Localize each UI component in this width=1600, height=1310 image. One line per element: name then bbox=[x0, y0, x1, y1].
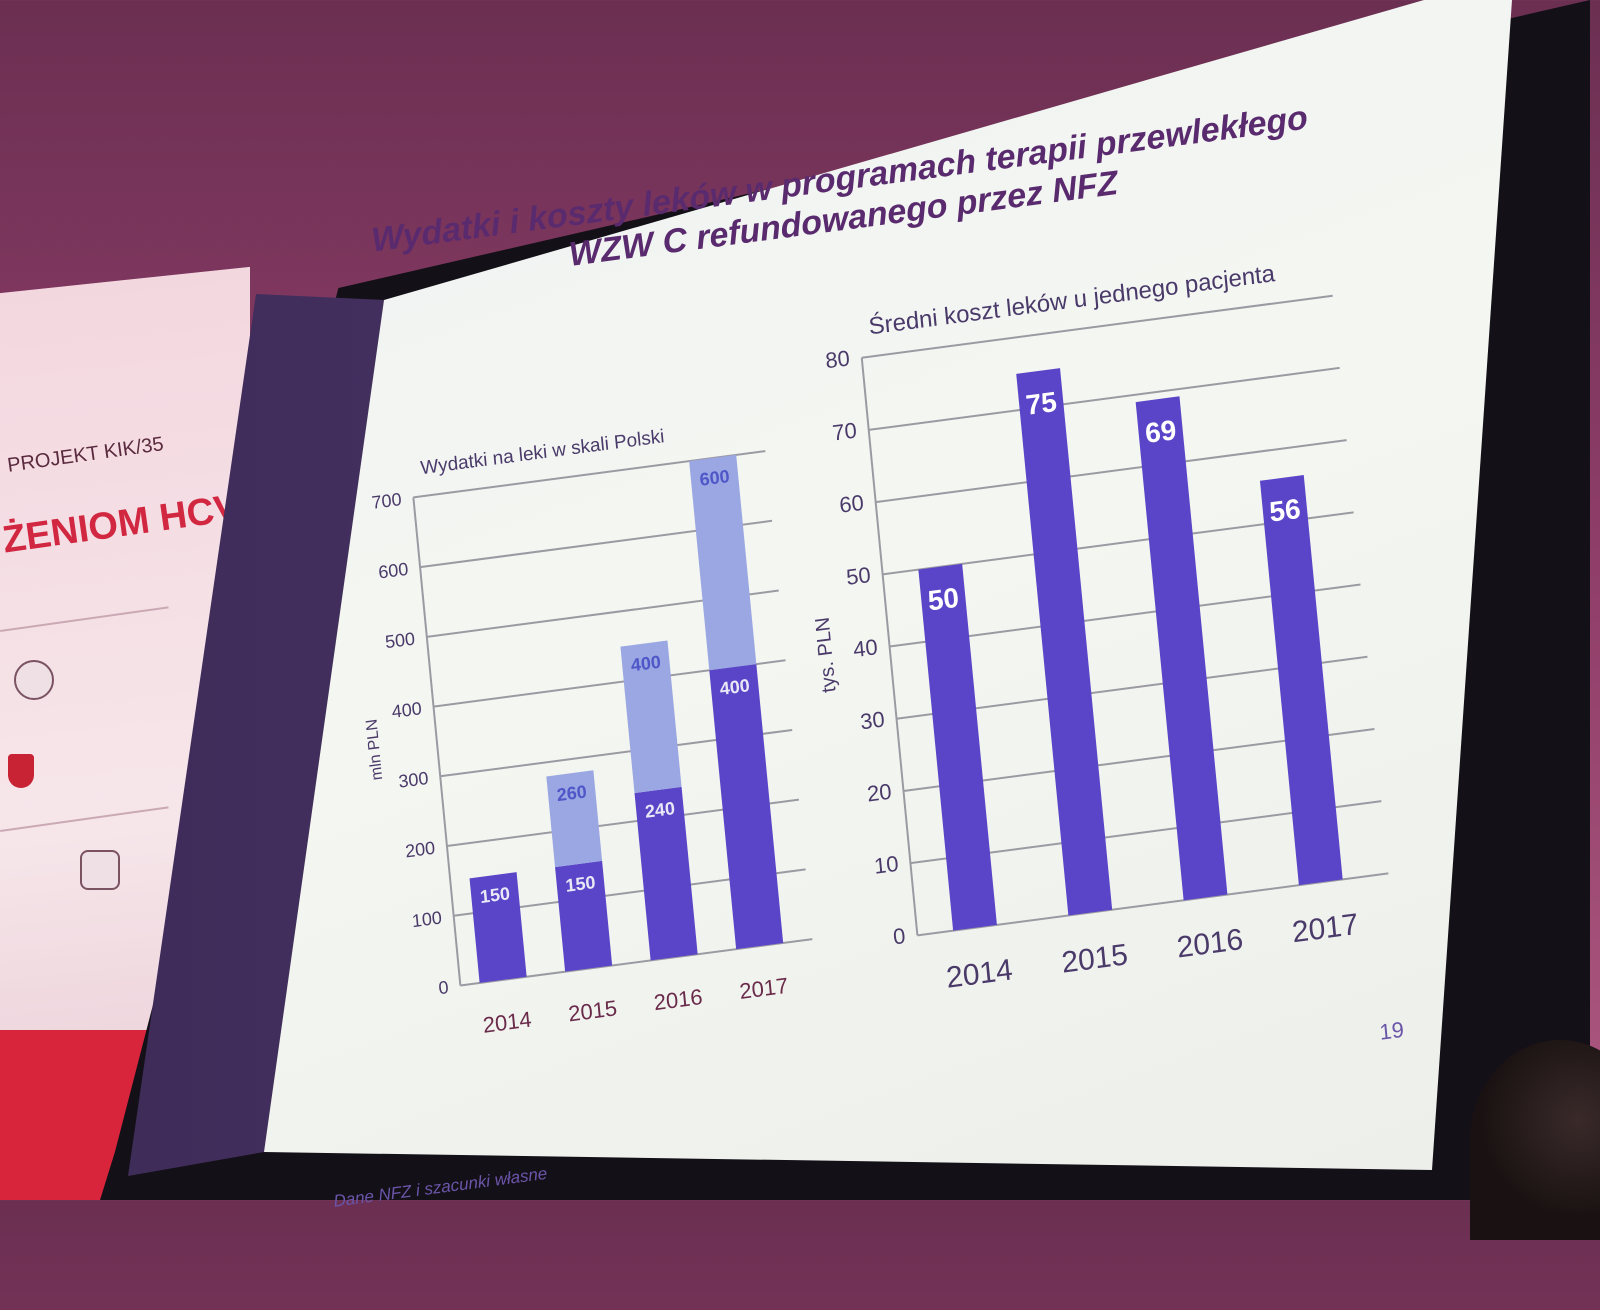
y-axis-line bbox=[860, 357, 919, 936]
bar-segment bbox=[634, 786, 698, 961]
x-category-label: 2015 bbox=[1060, 938, 1129, 980]
y-tick-label: 10 bbox=[873, 851, 900, 879]
y-tick-label: 200 bbox=[404, 838, 436, 862]
bar-data-label: 75 bbox=[1024, 386, 1058, 421]
y-tick-label: 30 bbox=[859, 706, 886, 734]
bar-segment bbox=[689, 454, 757, 671]
y-tick-label: 0 bbox=[892, 923, 907, 949]
bar bbox=[918, 563, 997, 931]
bar-segment bbox=[709, 664, 784, 950]
y-axis-label: tys. PLN bbox=[812, 616, 841, 694]
chart-spending-poland: Wydatki na leki w skali Polski 0 100 200 300… bbox=[364, 426, 813, 1038]
y-axis-label: mln PLN bbox=[364, 718, 387, 781]
y-axis-line bbox=[412, 497, 462, 986]
gridline bbox=[875, 439, 1347, 504]
bar-data-label: 600 bbox=[699, 466, 731, 490]
bar bbox=[1259, 475, 1343, 886]
bar-data-label: 150 bbox=[565, 872, 597, 896]
y-tick-label: 80 bbox=[824, 345, 851, 373]
bar-data-label: 56 bbox=[1268, 493, 1302, 528]
y-tick-label: 400 bbox=[391, 698, 423, 722]
y-tick-label: 100 bbox=[411, 907, 443, 931]
y-tick-label: 40 bbox=[852, 634, 879, 662]
gridline bbox=[868, 366, 1340, 431]
bar-segment bbox=[555, 860, 613, 972]
bar-segment bbox=[620, 640, 682, 794]
x-category-label: 2016 bbox=[1175, 923, 1244, 965]
x-category-label: 2014 bbox=[482, 1007, 533, 1038]
x-category-label: 2016 bbox=[653, 984, 704, 1015]
chart-average-cost-per-patient: Średni koszt leków u jednego pacjenta 0 10… bbox=[812, 259, 1389, 995]
bar bbox=[1135, 396, 1228, 901]
bar-data-label: 240 bbox=[644, 798, 676, 822]
x-category-label: 2017 bbox=[1291, 908, 1360, 950]
y-tick-label: 500 bbox=[384, 628, 416, 652]
bar-data-label: 50 bbox=[926, 582, 960, 617]
y-tick-label: 600 bbox=[377, 559, 409, 583]
bar bbox=[1016, 368, 1113, 916]
bar-segment bbox=[469, 872, 527, 983]
y-tick-label: 50 bbox=[845, 562, 872, 590]
x-category-label: 2017 bbox=[738, 973, 789, 1004]
bar-data-label: 400 bbox=[719, 675, 751, 699]
y-tick-label: 20 bbox=[866, 779, 893, 807]
bar-data-label: 150 bbox=[479, 883, 511, 907]
slide-footnote: Dane NFZ i szacunki własne bbox=[332, 1163, 549, 1211]
bar-data-label: 400 bbox=[630, 652, 662, 676]
x-category-label: 2014 bbox=[945, 953, 1014, 995]
slide-page-number: 19 bbox=[1378, 1016, 1406, 1045]
chart-subtitle: Średni koszt leków u jednego pacjenta bbox=[867, 259, 1276, 340]
bar-data-label: 260 bbox=[556, 781, 588, 805]
x-category-label: 2015 bbox=[567, 995, 618, 1026]
coat-of-arms-logo bbox=[8, 754, 34, 788]
y-tick-label: 0 bbox=[438, 977, 450, 998]
y-tick-label: 60 bbox=[838, 490, 865, 518]
bar-data-label: 69 bbox=[1144, 414, 1178, 449]
y-tick-label: 300 bbox=[398, 768, 430, 792]
gridline bbox=[861, 294, 1333, 359]
y-tick-label: 70 bbox=[831, 418, 858, 446]
university-logo bbox=[14, 660, 54, 700]
institution-logo bbox=[80, 850, 120, 890]
chart-subtitle: Wydatki na leki w skali Polski bbox=[420, 426, 666, 479]
y-tick-label: 700 bbox=[371, 489, 403, 513]
bar-segment bbox=[546, 770, 603, 868]
